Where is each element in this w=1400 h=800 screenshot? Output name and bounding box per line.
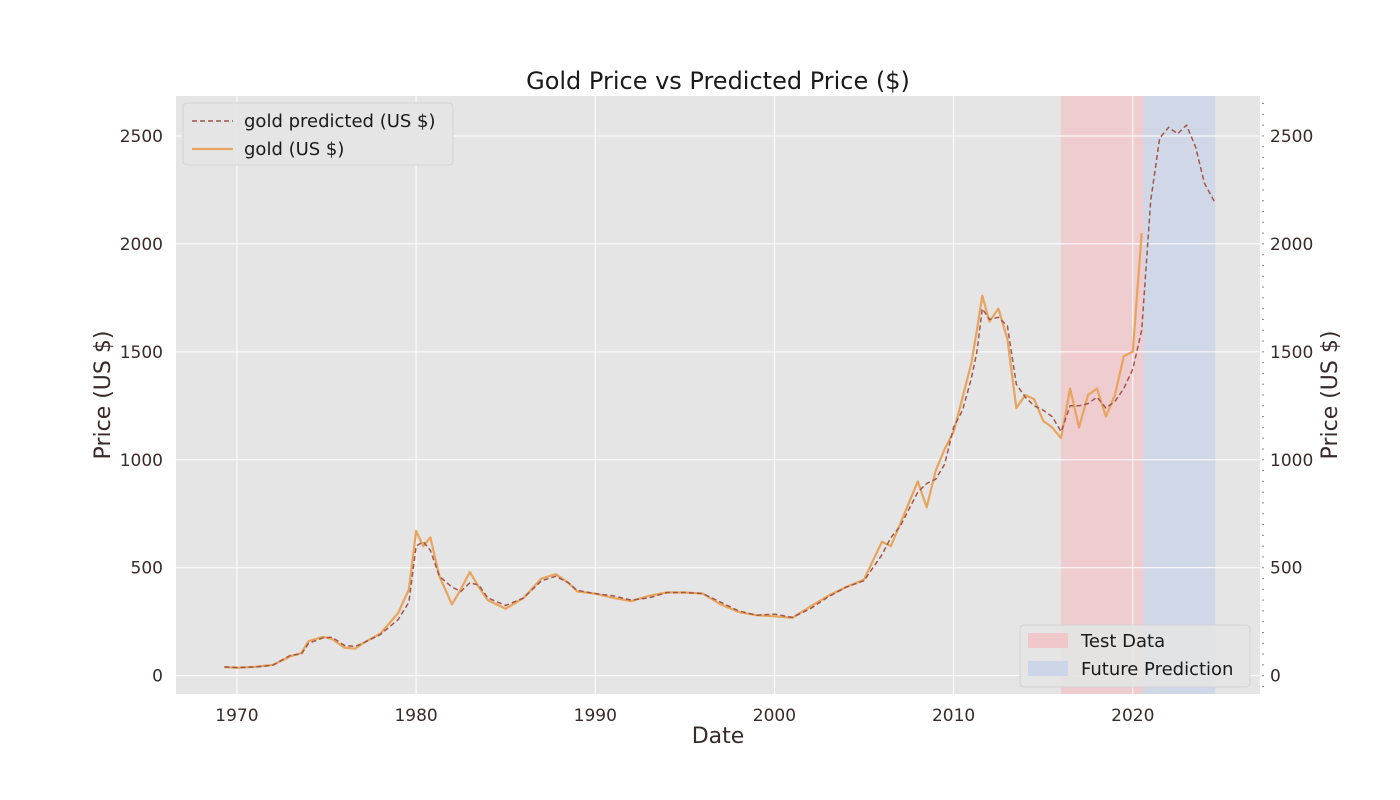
legend-series-box (182, 102, 454, 166)
y-tick-label-left: 2000 (120, 235, 163, 255)
y-tick-label-right: 2500 (1270, 127, 1313, 147)
y-axis-label-left: Price (US $) (91, 331, 116, 460)
gold-series-line (224, 233, 1143, 669)
y-tick-label-left: 2500 (120, 127, 163, 147)
y-tick-label-right: 2000 (1270, 235, 1313, 255)
y-tick-label-left: 500 (131, 559, 163, 579)
chart-title: Gold Price vs Predicted Price ($) (526, 67, 910, 95)
legend-regions: Test Data Future Prediction (1019, 624, 1251, 688)
shaded-regions (1061, 96, 1216, 694)
y-tick-label-right: 0 (1270, 667, 1281, 687)
legend-test-label: Test Data (1080, 631, 1165, 652)
legend-future-label: Future Prediction (1081, 659, 1233, 680)
legend-predicted-label: gold predicted (US $) (244, 111, 436, 132)
y-tick-label-right: 1500 (1270, 343, 1313, 363)
future-prediction-region (1143, 96, 1216, 694)
x-tick-label: 2000 (753, 706, 796, 726)
x-tick-label: 1970 (215, 706, 258, 726)
legend-regions-box (1019, 624, 1251, 688)
axis-ticks: 1970 1980 1990 2000 2010 2020 0 0 500 500 1000 1000… (120, 103, 1313, 726)
x-axis-label: Date (692, 724, 745, 749)
legend-gold-label: gold (US $) (244, 139, 344, 160)
x-tick-label: 1980 (394, 706, 437, 726)
y-tick-label-right: 1000 (1270, 451, 1313, 471)
x-tick-label: 2010 (932, 706, 975, 726)
x-tick-label: 1990 (574, 706, 617, 726)
y-tick-label-left: 1500 (120, 343, 163, 363)
legend-future-swatch (1028, 661, 1068, 676)
legend-series: gold predicted (US $) gold (US $) (182, 102, 454, 166)
legend-test-swatch (1028, 633, 1068, 648)
predicted-series-line (224, 124, 1216, 669)
y-axis-label-right: Price (US $) (1318, 331, 1343, 460)
y-tick-label-right: 500 (1270, 559, 1302, 579)
series-lines (224, 124, 1216, 669)
test-data-region (1061, 96, 1144, 694)
y-tick-label-left: 0 (152, 667, 163, 687)
x-tick-label: 2020 (1111, 706, 1154, 726)
y-tick-label-left: 1000 (120, 451, 163, 471)
